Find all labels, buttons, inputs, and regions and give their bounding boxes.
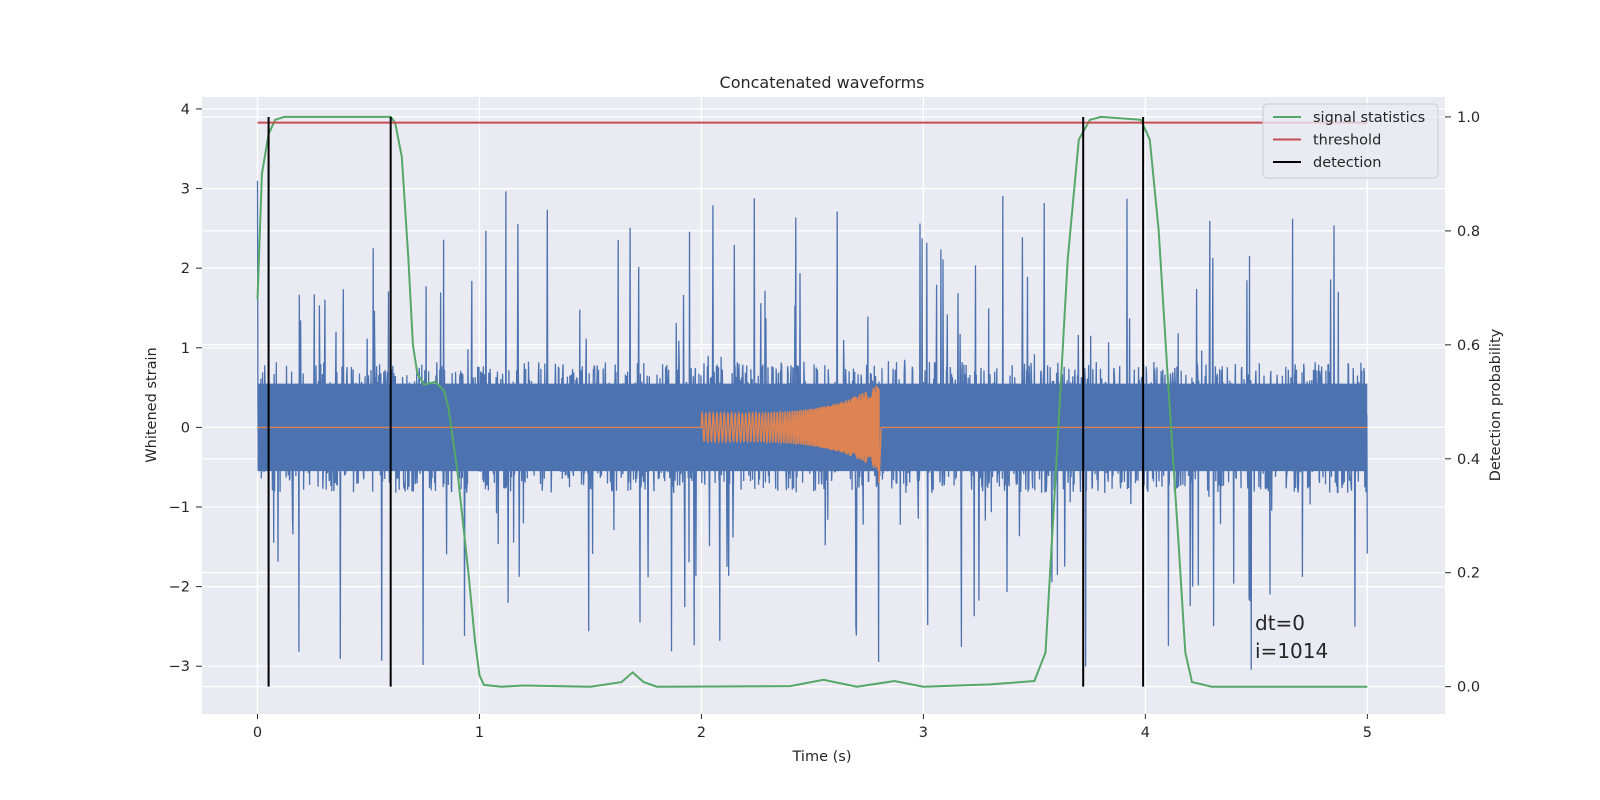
signal-statistics-line [256,115,1368,688]
y2-tick-label: 0.8 [1457,224,1480,240]
y-tick-label: 2 [181,261,190,277]
x-tick-label: 3 [919,725,928,741]
y2-tick-label: 0.4 [1457,452,1480,468]
x-tick-label: 4 [1141,725,1150,741]
legend: signal statistics threshold detection [1262,103,1439,179]
x-axis-label: Time (s) [792,749,852,765]
injected-signal-line [257,385,1368,484]
y-axis-label: Whitened strain [144,347,160,462]
y-tick-label: 1 [181,341,190,357]
y2-tick-label: 0.0 [1457,680,1480,696]
legend-label: detection [1313,155,1381,171]
plot-data-layer [256,115,1368,688]
y2-tick-label: 1.0 [1457,110,1480,126]
series-layer [256,115,1368,688]
legend-box [1262,103,1439,179]
legend-label: signal statistics [1313,110,1425,126]
annotation-dt: dt=0 [1255,611,1305,635]
x-tick-label: 1 [475,725,484,741]
y-tick-label: −1 [169,500,190,516]
y-axis-ticks: −3 −2 −1 0 1 2 3 4 [169,102,202,675]
y-tick-label: 4 [181,102,190,118]
x-tick-label: 0 [253,725,262,741]
x-tick-label: 5 [1363,725,1372,741]
y2-tick-label: 0.2 [1457,566,1480,582]
y-tick-label: −3 [169,659,190,675]
chart-title: Concatenated waveforms [720,73,925,92]
x-axis-ticks: 0 1 2 3 4 5 [253,714,1372,741]
y-tick-label: −2 [169,580,190,596]
x-tick-label: 2 [697,725,706,741]
y-tick-label: 3 [181,182,190,198]
legend-label: threshold [1313,133,1381,149]
y-tick-label: 0 [181,420,190,436]
y2-axis-label: Detection probability [1488,328,1504,481]
y2-axis-ticks: 0.0 0.2 0.4 0.6 0.8 1.0 [1445,110,1480,696]
annotation-i: i=1014 [1255,639,1328,663]
y2-tick-label: 0.6 [1457,338,1480,354]
